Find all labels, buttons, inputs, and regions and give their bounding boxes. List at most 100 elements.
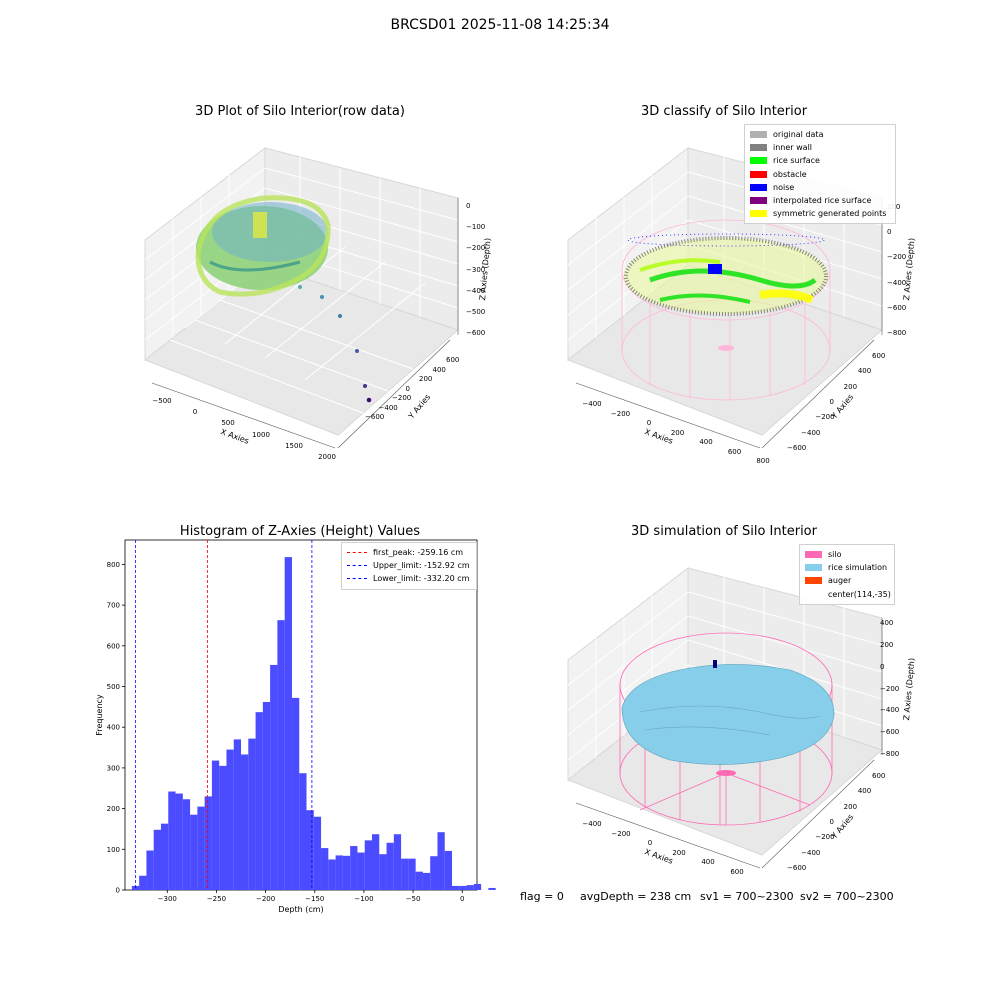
- y-tick-label: −600: [787, 864, 807, 872]
- legend-swatch: [805, 564, 822, 572]
- legend-label: interpolated rice surface: [773, 196, 872, 206]
- legend-line-swatch: [347, 565, 367, 567]
- histogram-bar: [190, 814, 198, 890]
- legend-swatch: [750, 131, 767, 139]
- x-tick-label: 0: [647, 839, 653, 848]
- x-axis-label: Depth (cm): [278, 905, 323, 914]
- y-tick-label: 0: [405, 384, 410, 393]
- y-tick-label: −200: [815, 413, 835, 422]
- legend-line-swatch: [347, 552, 367, 554]
- raw-panel-title: 3D Plot of Silo Interior(row data): [195, 104, 405, 119]
- y-tick-label: 0: [116, 887, 120, 895]
- simulation-rice-surface: [621, 660, 835, 776]
- x-tick-label: −100: [354, 895, 373, 903]
- z-tick-label: 0: [466, 202, 471, 210]
- y-tick-label: 500: [107, 683, 120, 691]
- x-tick-label: −200: [256, 895, 275, 903]
- sv1-text: sv1 = 700~2300: [700, 890, 794, 903]
- y-tick-label: 200: [843, 802, 858, 811]
- x-tick-label: 600: [727, 447, 742, 456]
- x-tick-label: 400: [699, 438, 713, 446]
- y-tick-label: 200: [843, 382, 858, 391]
- histogram-bar: [350, 846, 358, 890]
- raw-back-left-pane: [144, 146, 266, 362]
- y-axis-label: Y Axies: [829, 392, 856, 421]
- histogram-bar: [284, 557, 292, 890]
- legend-swatch: [750, 210, 767, 218]
- histogram-legend: first_peak: -259.16 cm Upper_limit: -152.…: [341, 542, 477, 590]
- legend-label: symmetric generated points: [773, 209, 887, 219]
- histogram-bar: [211, 760, 220, 890]
- y-tick-label: 400: [857, 787, 872, 796]
- y-tick-label: 400: [857, 367, 872, 376]
- legend-entry: noise: [750, 181, 890, 194]
- legend-entry: original data: [750, 128, 890, 141]
- x-axis-label: X Axies: [643, 847, 675, 866]
- classify-point-cloud: [624, 233, 828, 351]
- histogram-bar: [408, 858, 416, 890]
- legend-label: noise: [773, 182, 795, 192]
- legend-label: center(114,-35): [828, 589, 891, 599]
- legend-swatch: [750, 157, 767, 165]
- y-tick-label: 600: [872, 352, 886, 360]
- histogram-bar: [182, 799, 191, 890]
- y-tick-label: −600: [365, 413, 385, 421]
- y-tick-label: 600: [107, 642, 120, 650]
- histogram-bar: [255, 712, 263, 890]
- y-tick-label: 800: [107, 561, 120, 569]
- classify-legend: original data inner wall rice surface obsta…: [744, 124, 896, 225]
- legend-entry: inner wall: [750, 141, 890, 154]
- histogram-bar: [335, 855, 343, 890]
- histogram-bar: [204, 796, 212, 890]
- legend-entry: rice surface: [750, 154, 890, 167]
- histogram-bar: [131, 885, 140, 890]
- z-axis-label: Z Axies (Depth): [902, 237, 917, 301]
- x-tick-label: −400: [582, 400, 602, 408]
- legend-label: original data: [773, 130, 824, 140]
- histogram-title: Histogram of Z-Axies (Height) Values: [179, 524, 421, 539]
- x-tick-label: 500: [221, 419, 235, 428]
- histogram-bar: [248, 738, 256, 890]
- legend-entry: auger: [805, 574, 889, 587]
- histogram-bar: [291, 697, 300, 890]
- simulation-panel-title: 3D simulation of Silo Interior: [631, 524, 817, 539]
- x-tick-label: 200: [670, 428, 685, 437]
- y-tick-label: −200: [815, 833, 835, 842]
- x-tick-label: 800: [756, 457, 770, 465]
- histogram-bar: [313, 816, 322, 890]
- legend-label: auger: [828, 576, 852, 586]
- z-tick-label: −800: [880, 750, 900, 758]
- y-tick-label: 200: [107, 805, 120, 813]
- raw-grid: [144, 157, 459, 414]
- histogram-bar: [342, 855, 351, 890]
- classify-silo-cylinder: [621, 219, 831, 401]
- legend-entry: first_peak: -259.16 cm: [347, 546, 471, 559]
- histogram-bar: [270, 664, 278, 890]
- x-tick-label: −200: [611, 829, 631, 838]
- histogram-bar: [422, 872, 431, 890]
- histogram-bar: [241, 754, 249, 890]
- x-tick-label: 1500: [285, 441, 303, 450]
- histogram-bar: [146, 850, 154, 890]
- x-axis-label: X Axies: [643, 427, 675, 446]
- z-tick-label: −600: [466, 329, 486, 337]
- legend-swatch: [750, 144, 767, 152]
- histogram-bar: [452, 885, 460, 890]
- z-tick-label: −200: [887, 253, 907, 262]
- y-tick-label: 300: [107, 764, 120, 772]
- histogram-bar: [175, 793, 183, 890]
- sv2-text: sv2 = 700~2300: [800, 890, 894, 903]
- z-tick-label: −300: [466, 265, 486, 274]
- histogram-bar: [306, 810, 314, 890]
- z-tick-label: −400: [887, 278, 907, 287]
- x-tick-label: 1000: [252, 430, 270, 439]
- legend-line-swatch: [347, 578, 367, 580]
- x-tick-label: 0: [192, 408, 198, 417]
- y-tick-label: 400: [107, 724, 120, 732]
- x-tick-label: 400: [701, 858, 715, 867]
- simulation-silo-cylinder: [619, 632, 833, 826]
- z-tick-label: −400: [466, 286, 486, 295]
- y-tick-label: −200: [392, 394, 412, 402]
- z-tick-label: 400: [880, 619, 894, 627]
- legend-entry: Upper_limit: -152.92 cm: [347, 559, 471, 572]
